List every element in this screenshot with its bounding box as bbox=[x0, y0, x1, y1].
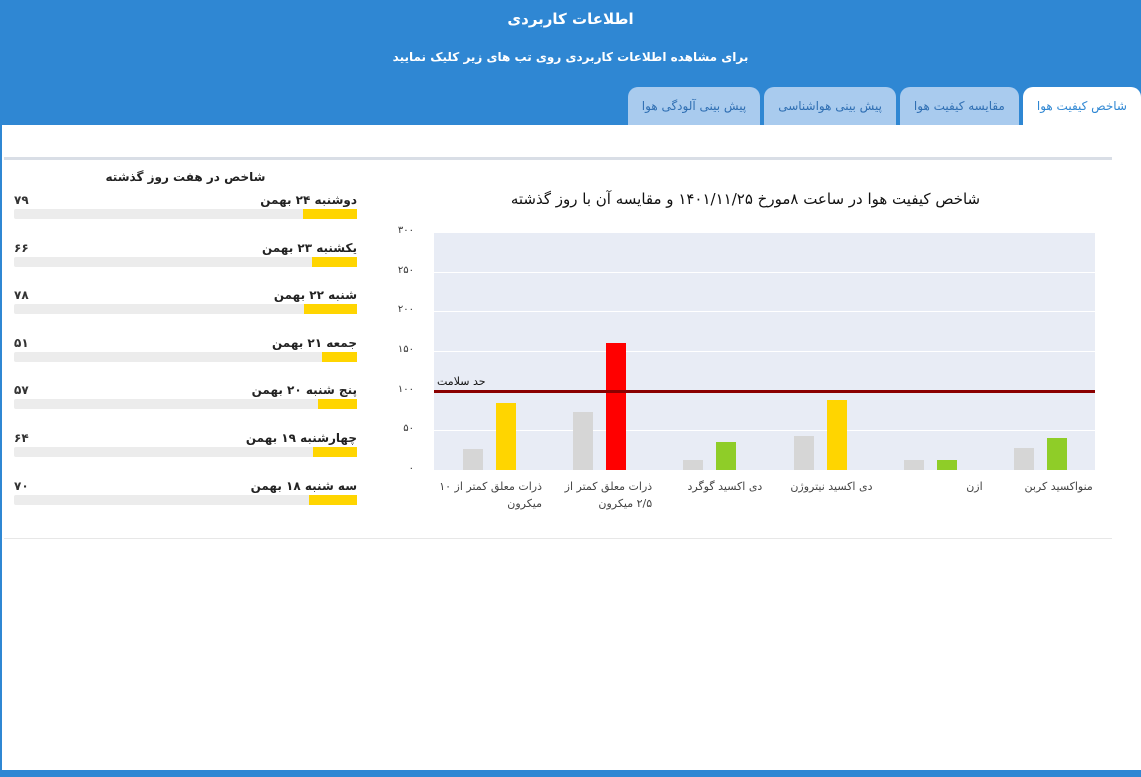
y-tick-label: ۲۵۰ bbox=[397, 264, 414, 276]
history-day-label: دوشنبه ۲۴ بهمن bbox=[260, 193, 357, 207]
x-category-label: ذرات معلق کمتر از ۲/۵ میکرون bbox=[564, 480, 653, 510]
page-title: اطلاعات کاربردی bbox=[507, 10, 634, 28]
chart-title: شاخص کیفیت هوا در ساعت ۸مورخ ۱۴۰۱/۱۱/۲۵ … bbox=[510, 190, 981, 208]
history-row: دوشنبه ۲۴ بهمن ۷۹ bbox=[14, 193, 357, 241]
history-row: سه شنبه ۱۸ بهمن ۷۰ bbox=[14, 479, 357, 527]
bar-current[interactable] bbox=[936, 460, 957, 470]
chart-gridline bbox=[434, 470, 1095, 471]
history-bar bbox=[311, 256, 357, 267]
history-row: یکشنبه ۲۳ بهمن ۶۶ bbox=[14, 241, 357, 289]
chart-plot-area: حد سلامت bbox=[434, 232, 1095, 471]
history-row: چهارشنبه ۱۹ بهمن ۶۴ bbox=[14, 431, 357, 479]
history-value: ۷۹ bbox=[14, 193, 29, 207]
aqi-card: شاخص در هفت روز گذشته دوشنبه ۲۴ بهمن ۷۹ یک… bbox=[4, 157, 1112, 539]
history-value: ۶۶ bbox=[14, 240, 29, 255]
y-tick-label: ۳۰۰ bbox=[397, 225, 414, 236]
chart-gridline bbox=[434, 311, 1095, 313]
history-track bbox=[14, 494, 357, 505]
header: اطلاعات کاربردی برای مشاهده اطلاعات کارب… bbox=[0, 0, 1141, 125]
tab-pollution-forecast[interactable]: پیش بینی آلودگی هوا bbox=[627, 87, 761, 125]
history-row: شنبه ۲۲ بهمن ۷۸ bbox=[14, 288, 357, 336]
bar-current[interactable] bbox=[716, 442, 737, 470]
tab-air-quality-comparison[interactable]: مقایسه کیفیت هوا bbox=[899, 87, 1019, 125]
history-bar bbox=[302, 209, 357, 219]
history-bar bbox=[317, 399, 357, 410]
bar-previous-day[interactable] bbox=[903, 460, 924, 470]
history-value: ۵۷ bbox=[14, 383, 29, 398]
x-category-label: دی اکسید گوگرد bbox=[687, 480, 763, 493]
chart-gridline bbox=[434, 271, 1095, 273]
page-subtitle: برای مشاهده اطلاعات کاربردی روی تب های ز… bbox=[392, 50, 749, 64]
history-value: ۵۱ bbox=[14, 335, 29, 350]
tab-bar: شاخص کیفیت هوا مقایسه کیفیت هوا پیش بینی… bbox=[624, 87, 1141, 125]
bar-current[interactable] bbox=[1046, 438, 1067, 470]
history-day-label: چهارشنبه ۱۹ بهمن bbox=[245, 430, 357, 445]
x-category-label: ازن bbox=[966, 480, 983, 493]
bar-previous-day[interactable] bbox=[1013, 447, 1034, 470]
bar-previous-day[interactable] bbox=[793, 435, 814, 470]
history-bar bbox=[303, 304, 357, 315]
bar-previous-day[interactable] bbox=[463, 448, 483, 470]
history-day-label: شنبه ۲۲ بهمن bbox=[273, 288, 357, 303]
bar-current[interactable] bbox=[496, 402, 516, 470]
bar-current[interactable] bbox=[826, 400, 847, 470]
history-track bbox=[14, 399, 357, 410]
history-value: ۶۴ bbox=[14, 430, 29, 445]
history-title: شاخص در هفت روز گذشته bbox=[105, 170, 266, 184]
bar-previous-day[interactable] bbox=[683, 459, 704, 470]
chart-gridline bbox=[434, 232, 1095, 233]
health-limit-line bbox=[434, 389, 1095, 393]
y-tick-label: ۵۰ bbox=[403, 423, 414, 435]
bar-previous-day[interactable] bbox=[573, 412, 594, 470]
content-panel: شاخص در هفت روز گذشته دوشنبه ۲۴ بهمن ۷۹ یک… bbox=[2, 125, 1141, 770]
tab-air-quality-index[interactable]: شاخص کیفیت هوا bbox=[1022, 87, 1141, 125]
history-day-label: جمعه ۲۱ بهمن bbox=[271, 335, 357, 350]
x-category-label: ذرات معلق کمتر از ۱۰ میکرون bbox=[439, 480, 542, 510]
y-tick-label: ۰ bbox=[408, 463, 414, 474]
history-bar bbox=[308, 494, 357, 505]
history-track bbox=[14, 304, 357, 315]
history-track bbox=[14, 256, 357, 267]
y-tick-label: ۲۰۰ bbox=[397, 304, 414, 316]
history-value: ۷۸ bbox=[14, 288, 29, 303]
history-day-label: پنج شنبه ۲۰ بهمن bbox=[251, 383, 357, 398]
history-bar bbox=[313, 446, 357, 457]
history-track bbox=[14, 209, 357, 219]
bar-current[interactable] bbox=[606, 343, 627, 470]
x-category-label: دی اکسید نیتروژن bbox=[790, 480, 873, 493]
x-category-label: منواکسید کربن bbox=[1024, 480, 1093, 493]
history-row: پنج شنبه ۲۰ بهمن ۵۷ bbox=[14, 383, 357, 431]
history-day-label: سه شنبه ۱۸ بهمن bbox=[250, 478, 357, 493]
history-track bbox=[14, 351, 357, 362]
seven-day-history: شاخص در هفت روز گذشته دوشنبه ۲۴ بهمن ۷۹ یک… bbox=[14, 170, 357, 526]
history-day-label: یکشنبه ۲۳ بهمن bbox=[261, 240, 357, 255]
history-value: ۷۰ bbox=[14, 478, 29, 493]
y-tick-label: ۱۵۰ bbox=[397, 344, 414, 355]
health-limit-label: حد سلامت bbox=[437, 374, 486, 388]
tab-weather-forecast[interactable]: پیش بینی هواشناسی bbox=[764, 87, 896, 125]
chart-gridline bbox=[434, 351, 1095, 352]
history-row: جمعه ۲۱ بهمن ۵۱ bbox=[14, 336, 357, 384]
history-track bbox=[14, 446, 357, 457]
history-bar bbox=[322, 351, 357, 362]
y-tick-label: ۱۰۰ bbox=[397, 383, 414, 395]
chart-gridline bbox=[434, 430, 1095, 432]
